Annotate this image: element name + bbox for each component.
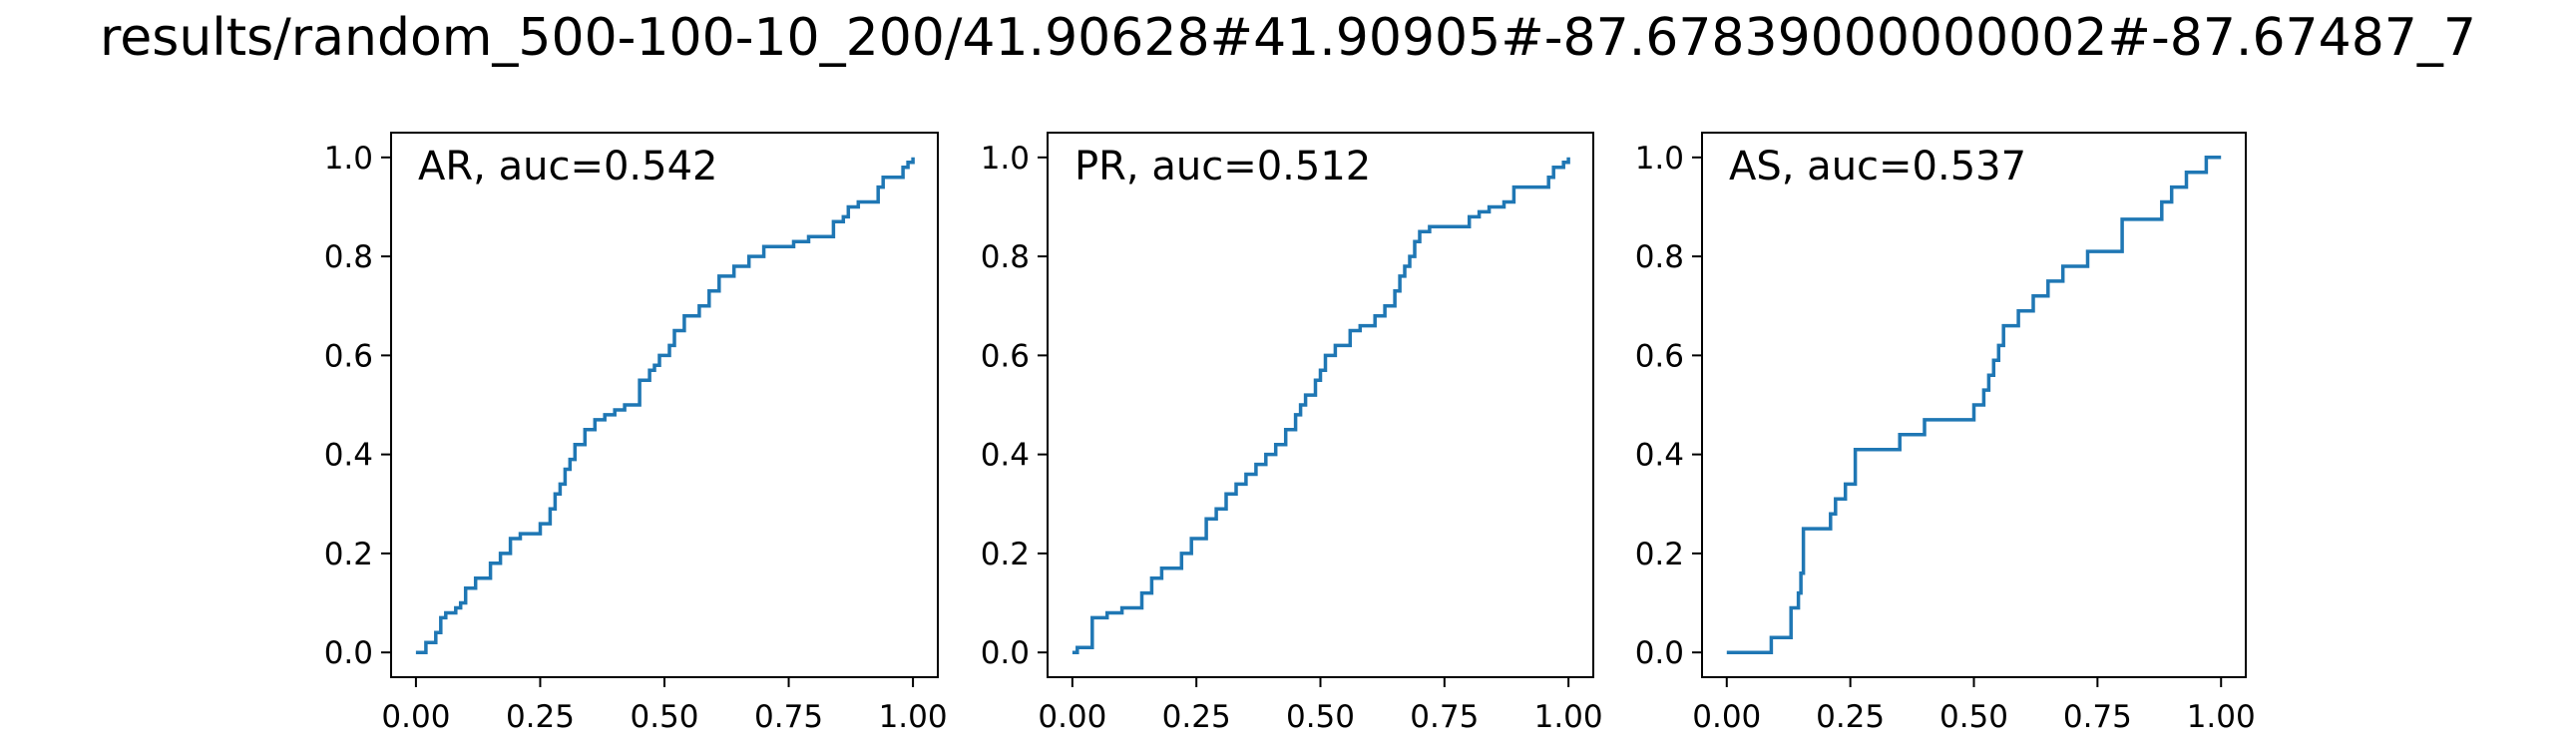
x-tick-label: 1.00: [1534, 699, 1603, 735]
y-tick-label: 0.6: [1635, 338, 1684, 374]
y-tick-label: 1.0: [324, 141, 373, 177]
roc-series-line-1: [1726, 156, 2222, 654]
y-tick-label: 0.0: [324, 635, 373, 671]
y-tick-label: 1.0: [981, 141, 1030, 177]
axes-frame: [1047, 132, 1594, 678]
y-tick-label: 0.2: [324, 537, 373, 572]
y-tick-label: 0.0: [1635, 635, 1684, 671]
y-tick-label: 0.0: [981, 635, 1030, 671]
x-tick-label: 0.25: [506, 699, 575, 735]
roc-series-line-1: [1072, 157, 1570, 654]
x-tick-label: 0.00: [381, 699, 450, 735]
chart-panel-3: 0.0 0.2 0.4 0.6 0.8 1.0 0.00 0.25 0.50 0.75 1.00 AS…: [1635, 132, 2256, 735]
auc-annotation: AR, auc=0.542: [418, 144, 717, 189]
axes-frame: [1701, 132, 2247, 678]
x-tick-label: 1.00: [2187, 699, 2256, 735]
y-tick-label: 0.6: [324, 338, 373, 374]
auc-annotation: AS, auc=0.537: [1729, 144, 2026, 189]
y-tick-label: 0.4: [324, 438, 373, 474]
x-tick-label: 0.50: [630, 699, 698, 735]
axes-frame: [390, 132, 939, 678]
roc-series-line-1: [415, 157, 915, 654]
y-tick-label: 1.0: [1635, 141, 1684, 177]
y-tick-label: 0.2: [981, 537, 1030, 572]
y-tick-label: 0.6: [981, 338, 1030, 374]
y-tick-label: 0.8: [1635, 239, 1684, 275]
chart-panel-1: 0.0 0.2 0.4 0.6 0.8 1.0 0.00 0.25 0.50 0.75 1.00 AR…: [324, 132, 948, 735]
y-tick-label: 0.8: [981, 239, 1030, 275]
y-tick-label: 0.2: [1635, 537, 1684, 572]
figure-title: results/random_500-100-10_200/41.90628#4…: [100, 8, 2476, 68]
x-tick-label: 0.75: [1410, 699, 1479, 735]
x-tick-label: 0.50: [1939, 699, 2008, 735]
x-tick-label: 1.00: [879, 699, 948, 735]
x-tick-label: 0.25: [1162, 699, 1231, 735]
chart-panel-2: 0.0 0.2 0.4 0.6 0.8 1.0 0.00 0.25 0.50 0.75 1.00 PR…: [981, 132, 1603, 735]
y-tick-label: 0.4: [981, 438, 1030, 474]
x-tick-label: 0.75: [2063, 699, 2132, 735]
y-tick-label: 0.8: [324, 239, 373, 275]
x-tick-label: 0.75: [754, 699, 823, 735]
auc-annotation: PR, auc=0.512: [1074, 144, 1371, 189]
y-tick-label: 0.4: [1635, 438, 1684, 474]
x-tick-label: 0.25: [1816, 699, 1885, 735]
x-tick-label: 0.00: [1692, 699, 1761, 735]
x-tick-label: 0.50: [1286, 699, 1355, 735]
x-tick-label: 0.00: [1038, 699, 1106, 735]
